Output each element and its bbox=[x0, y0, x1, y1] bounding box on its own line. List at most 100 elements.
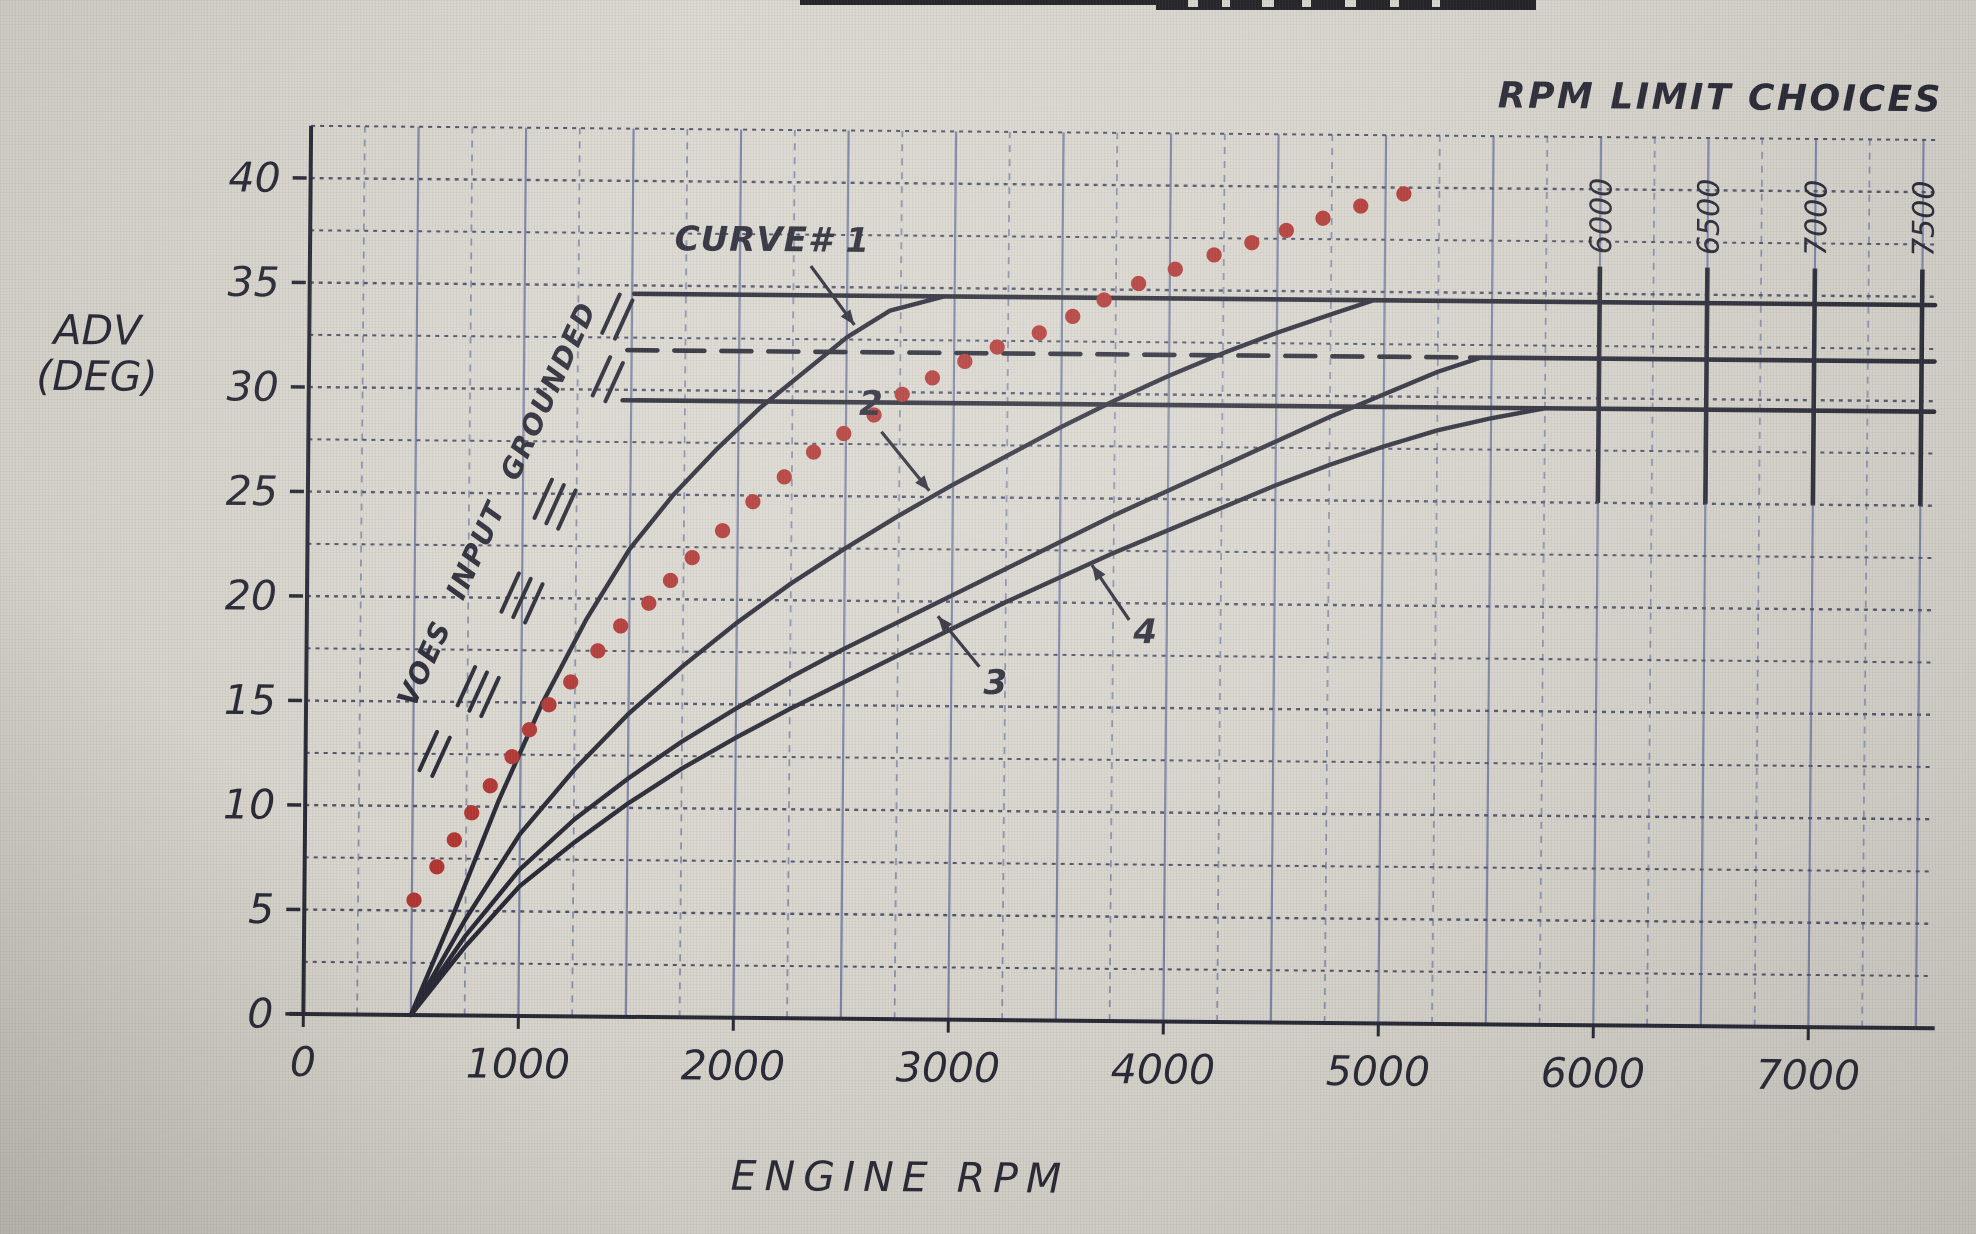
advance-dot bbox=[482, 778, 498, 794]
x-tick-label: 1000 bbox=[466, 1039, 571, 1088]
advance-dot bbox=[1130, 275, 1147, 292]
curves bbox=[408, 291, 1938, 1018]
rpm-limit-label-6000: 6000 bbox=[1584, 178, 1620, 255]
advance-dot bbox=[805, 444, 822, 460]
cropped-text-gap bbox=[1262, 0, 1274, 7]
advance-dot bbox=[563, 674, 579, 690]
voes-leader-slash bbox=[613, 298, 635, 341]
arrowhead bbox=[937, 616, 953, 632]
x-tick-label: 5000 bbox=[1326, 1047, 1431, 1096]
curve-1-label: CURVE# 1 bbox=[674, 219, 870, 261]
advance-dot bbox=[1244, 235, 1260, 251]
y-tick-label: 10 bbox=[223, 780, 276, 828]
advance-dot bbox=[1396, 186, 1412, 202]
cropped-text-gap bbox=[1432, 0, 1440, 7]
y-tick-label: 25 bbox=[226, 467, 279, 515]
voes-leader-slash bbox=[511, 576, 533, 620]
advance-dot bbox=[1206, 247, 1222, 263]
advance-dot bbox=[590, 643, 606, 659]
x-axis-title: ENGINE RPM bbox=[730, 1152, 1069, 1203]
x-tick-label: 6000 bbox=[1541, 1049, 1646, 1098]
voes-leader-slash bbox=[600, 292, 622, 335]
advance-dot bbox=[745, 494, 761, 510]
curve-2-label: 2 bbox=[859, 384, 883, 424]
advance-dot bbox=[521, 722, 538, 738]
advance-dot bbox=[662, 572, 679, 589]
advance-dot bbox=[1096, 292, 1112, 308]
x-tick-label: 0 bbox=[290, 1038, 317, 1086]
advance-dot bbox=[1353, 198, 1369, 214]
curve-4-label: 4 bbox=[1132, 612, 1157, 652]
curve-3-label: 3 bbox=[983, 663, 1007, 703]
advance-dot bbox=[613, 618, 629, 634]
x-tick-label: 3000 bbox=[896, 1043, 1001, 1092]
rpm-limit-line-7500 bbox=[1918, 269, 1925, 506]
y-tick-label: 35 bbox=[227, 258, 280, 306]
rpm-limit-line-6000 bbox=[1595, 266, 1603, 503]
max-advance-plateau bbox=[632, 291, 1938, 308]
advance-dot bbox=[866, 407, 882, 423]
grid bbox=[303, 124, 1937, 1029]
advance-dot bbox=[1315, 210, 1331, 226]
advance-dot bbox=[406, 892, 422, 908]
advance-dot bbox=[464, 805, 480, 821]
advance-dot bbox=[836, 425, 852, 442]
voes-leader-slash bbox=[467, 670, 489, 713]
advance-dot bbox=[894, 386, 910, 402]
cropped-text-gap bbox=[1302, 0, 1311, 7]
x-tick-label: 4000 bbox=[1111, 1045, 1216, 1094]
y-tick-label: 15 bbox=[224, 676, 277, 724]
advance-dot bbox=[1065, 308, 1081, 324]
advance-dot bbox=[989, 339, 1005, 355]
voes-leader-slash bbox=[455, 665, 478, 708]
voes-grounded-line-right bbox=[1467, 355, 1937, 364]
voes-leader-slash bbox=[603, 361, 625, 404]
voes-leader-slash bbox=[532, 477, 554, 520]
cropped-text-gap bbox=[1390, 0, 1399, 7]
cropped-text-gap bbox=[1222, 0, 1230, 7]
y-tick-label: 0 bbox=[247, 990, 274, 1038]
advance-dot bbox=[924, 370, 941, 386]
advance-dot bbox=[446, 832, 462, 848]
advance-dot bbox=[1167, 261, 1183, 277]
y-tick-label: 5 bbox=[248, 885, 275, 933]
advance-dot bbox=[684, 550, 700, 566]
lower-plateau bbox=[620, 397, 1937, 414]
advance-dot bbox=[776, 469, 792, 485]
y-axis-title-line-1: ADV bbox=[50, 306, 144, 355]
voes-leader-slash bbox=[479, 675, 501, 719]
curve-3 bbox=[408, 355, 1484, 1018]
voes-leader-slash bbox=[417, 729, 439, 773]
x-tick-label: 7000 bbox=[1756, 1051, 1861, 1100]
voes-leader-slash bbox=[499, 571, 521, 614]
curve-2 bbox=[408, 298, 1377, 1018]
axes: 0 5 10 15 20 25 30 35 40 0 1000 2000 3000 4000 5000 600… bbox=[223, 125, 1935, 1100]
voes-leader-slash bbox=[544, 483, 566, 526]
x-tick-label: 2000 bbox=[681, 1041, 786, 1090]
rpm-limit-label-6500: 6500 bbox=[1692, 179, 1728, 256]
voes-grounded-dashed-line bbox=[625, 347, 1473, 360]
advance-dot bbox=[1031, 325, 1047, 341]
arrowhead bbox=[915, 475, 930, 491]
advance-dot bbox=[957, 353, 973, 370]
advance-dot bbox=[429, 859, 445, 875]
y-axis-title-line-2: (DEG) bbox=[36, 352, 158, 401]
voes-leader-slash bbox=[556, 488, 578, 531]
curve-1 bbox=[408, 294, 947, 1018]
y-tick-label: 30 bbox=[226, 362, 279, 410]
curve-4 bbox=[408, 406, 1548, 1018]
cropped-text-bar bbox=[800, 0, 1156, 5]
advance-dot bbox=[541, 697, 557, 713]
advance-dot bbox=[714, 523, 731, 539]
voes-leader-slash bbox=[590, 355, 613, 398]
axis-titles: ADV(DEG) ENGINE RPM bbox=[36, 306, 1069, 1203]
advance-dot bbox=[1278, 222, 1294, 239]
cropped-text-gap bbox=[1188, 0, 1198, 7]
measured-advance-dots bbox=[406, 186, 1412, 908]
arrowhead bbox=[840, 309, 855, 325]
rpm-limit-choices: 6000 6500 7000 7500 RPM LIMIT CHOICES bbox=[1498, 75, 1943, 506]
y-tick-label: 40 bbox=[228, 153, 281, 201]
